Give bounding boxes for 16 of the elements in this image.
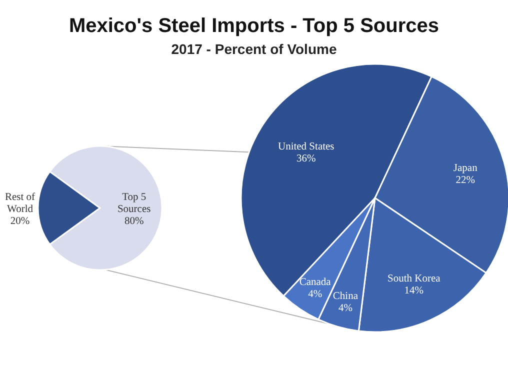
slice-label: South Korea (388, 273, 441, 284)
slice-label: Japan (453, 162, 478, 174)
chart-subtitle: 2017 - Percent of Volume (171, 41, 337, 57)
data-label: 80% (124, 216, 144, 227)
data-label: 36% (296, 154, 316, 165)
slice-label: Top 5 Sources (117, 192, 151, 215)
data-label: 22% (456, 174, 476, 186)
text: Mexico's Steel Imports - Top 5 Sources (68, 15, 440, 37)
slice-label: China (332, 291, 358, 302)
slice-label: Rest of World (4, 192, 36, 215)
slice-label: Canada (299, 276, 332, 288)
data-label: 14% (404, 285, 424, 296)
data-label: 4% (338, 303, 353, 314)
data-label: 20% (10, 216, 30, 227)
slice-label: United States (278, 142, 334, 153)
data-label: 4% (308, 288, 322, 300)
